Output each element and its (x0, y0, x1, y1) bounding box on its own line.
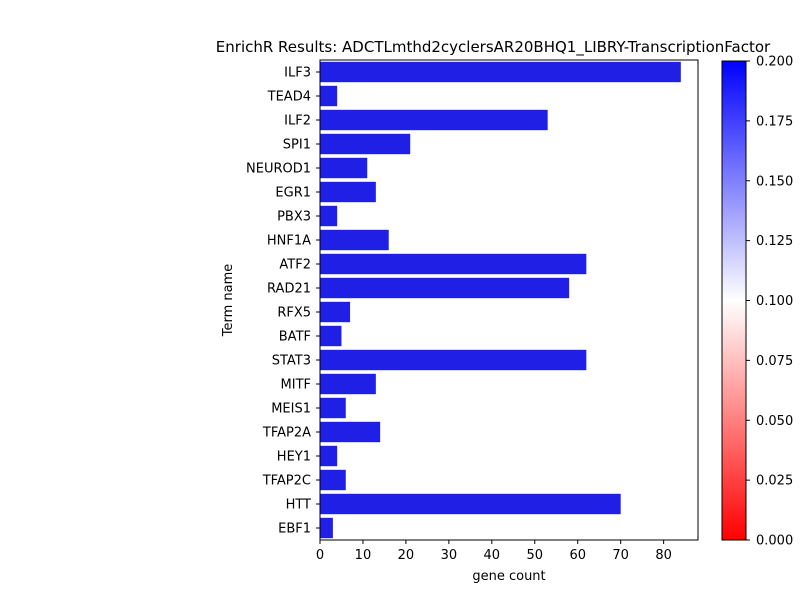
x-tick-label: 70 (612, 548, 629, 563)
bar-ilf2 (320, 109, 548, 131)
x-tick-label: 40 (484, 548, 501, 563)
colorbar-tick-label: 0.075 (756, 354, 793, 369)
bar-tfap2c (320, 469, 346, 491)
y-tick-label: TFAP2C (262, 474, 311, 489)
y-tick-label: MEIS1 (271, 402, 311, 417)
bar-ilf3 (320, 61, 681, 83)
bar-mitf (320, 373, 376, 395)
bar-tead4 (320, 85, 338, 107)
bars-group (320, 61, 681, 539)
x-tick-label: 20 (398, 548, 415, 563)
bar-rad21 (320, 277, 570, 299)
y-tick-label: HEY1 (277, 450, 311, 465)
x-tick-labels: 0 10 20 30 40 50 60 70 80 (316, 540, 672, 563)
y-tick-label: EGR1 (275, 186, 311, 201)
colorbar-tick-label: 0.125 (756, 234, 793, 249)
y-tick-label: STAT3 (272, 354, 311, 369)
y-tick-label: RFX5 (277, 306, 311, 321)
x-tick-label: 50 (526, 548, 543, 563)
bar-egr1 (320, 181, 376, 203)
x-tick-label: 30 (441, 548, 458, 563)
x-tick-label: 60 (569, 548, 586, 563)
bar-spi1 (320, 133, 411, 155)
y-tick-label: SPI1 (283, 138, 311, 153)
bar-hey1 (320, 445, 338, 467)
y-tick-label: EBF1 (278, 522, 311, 537)
y-tick-label: HTT (286, 498, 311, 513)
bar-hnf1a (320, 229, 389, 251)
bar-ebf1 (320, 517, 333, 539)
plot-frame (319, 59, 699, 541)
colorbar-tick-label: 0.150 (756, 174, 793, 189)
colorbar-tick-label: 0.025 (756, 474, 793, 489)
bar-tfap2a (320, 421, 381, 443)
x-tick-label: 10 (355, 548, 372, 563)
bar-atf2 (320, 253, 587, 275)
bar-rfx5 (320, 301, 351, 323)
y-axis-label: Term name (221, 264, 236, 338)
x-tick-label: 80 (655, 548, 672, 563)
bar-batf (320, 325, 342, 347)
colorbar-tick-label: 0.000 (756, 534, 793, 549)
colorbar-tick-label: 0.200 (756, 55, 793, 70)
y-tick-label: ATF2 (279, 258, 311, 273)
y-tick-label: PBX3 (277, 210, 311, 225)
y-tick-label: TEAD4 (267, 90, 311, 105)
colorbar (721, 60, 747, 541)
y-tick-label: ILF2 (284, 114, 311, 129)
colorbar-tick-label: 0.175 (756, 114, 793, 129)
bar-htt (320, 493, 621, 515)
y-tick-label: MITF (281, 378, 311, 393)
y-tick-label: NEUROD1 (246, 162, 311, 177)
y-tick-label: HNF1A (267, 234, 311, 249)
x-tick-label: 0 (316, 548, 324, 563)
y-tick-label: BATF (279, 330, 311, 345)
bar-meis1 (320, 397, 346, 419)
bar-pbx3 (320, 205, 338, 227)
chart-title: EnrichR Results: ADCTLmthd2cyclersAR20BH… (216, 38, 771, 57)
x-axis-label: gene count (472, 569, 545, 584)
y-tick-label: RAD21 (267, 282, 311, 297)
colorbar-tick-labels: 0.000 0.025 0.050 0.075 0.100 0.125 0.150 0.175… (746, 55, 793, 549)
y-tick-label: TFAP2A (262, 426, 311, 441)
colorbar-tick-label: 0.050 (756, 414, 793, 429)
y-tick-labels: ILF3 TEAD4 ILF2 SPI1 NEUROD1 EGR1 PBX3 HNF1A ATF… (246, 66, 320, 537)
y-tick-label: ILF3 (284, 66, 311, 81)
bar-stat3 (320, 349, 587, 371)
bar-neurod1 (320, 157, 368, 179)
colorbar-tick-label: 0.100 (756, 294, 793, 309)
